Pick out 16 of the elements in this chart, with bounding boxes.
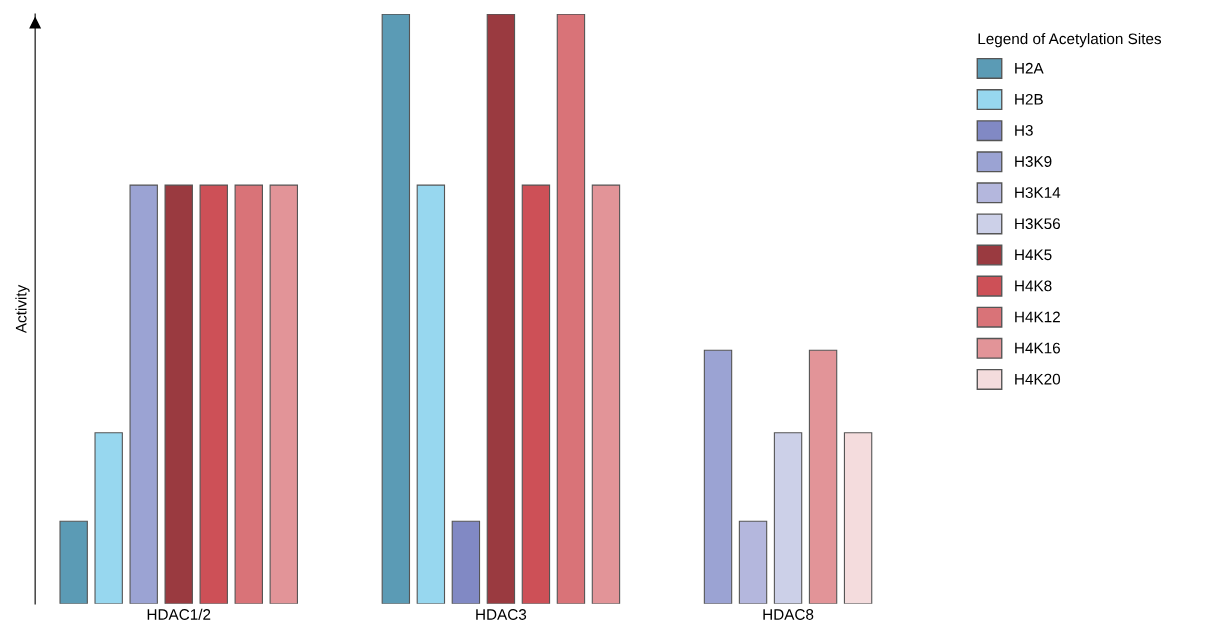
legend-label: H2B <box>1015 93 1043 105</box>
legend-label: H4K12 <box>1015 311 1060 323</box>
legend-label: H4K8 <box>1015 280 1052 292</box>
legend-label: H4K5 <box>1015 249 1052 261</box>
legend-label: H3K14 <box>1015 187 1061 199</box>
y-axis-title: Activity <box>15 284 30 334</box>
x-tick-label: HDAC3 <box>476 609 527 620</box>
legend-title: Legend of Acetylation Sites <box>978 32 1162 48</box>
legend-label: H3 <box>1015 125 1033 136</box>
legend-label: H3K56 <box>1015 218 1060 230</box>
legend-label: H2A <box>1015 62 1044 74</box>
legend-label: H4K20 <box>1015 373 1061 385</box>
legend-label: H4K16 <box>1015 342 1060 354</box>
x-tick-label: HDAC1/2 <box>147 608 211 620</box>
x-tick-label: HDAC8 <box>763 609 814 620</box>
legend-label: H3K9 <box>1015 156 1052 167</box>
